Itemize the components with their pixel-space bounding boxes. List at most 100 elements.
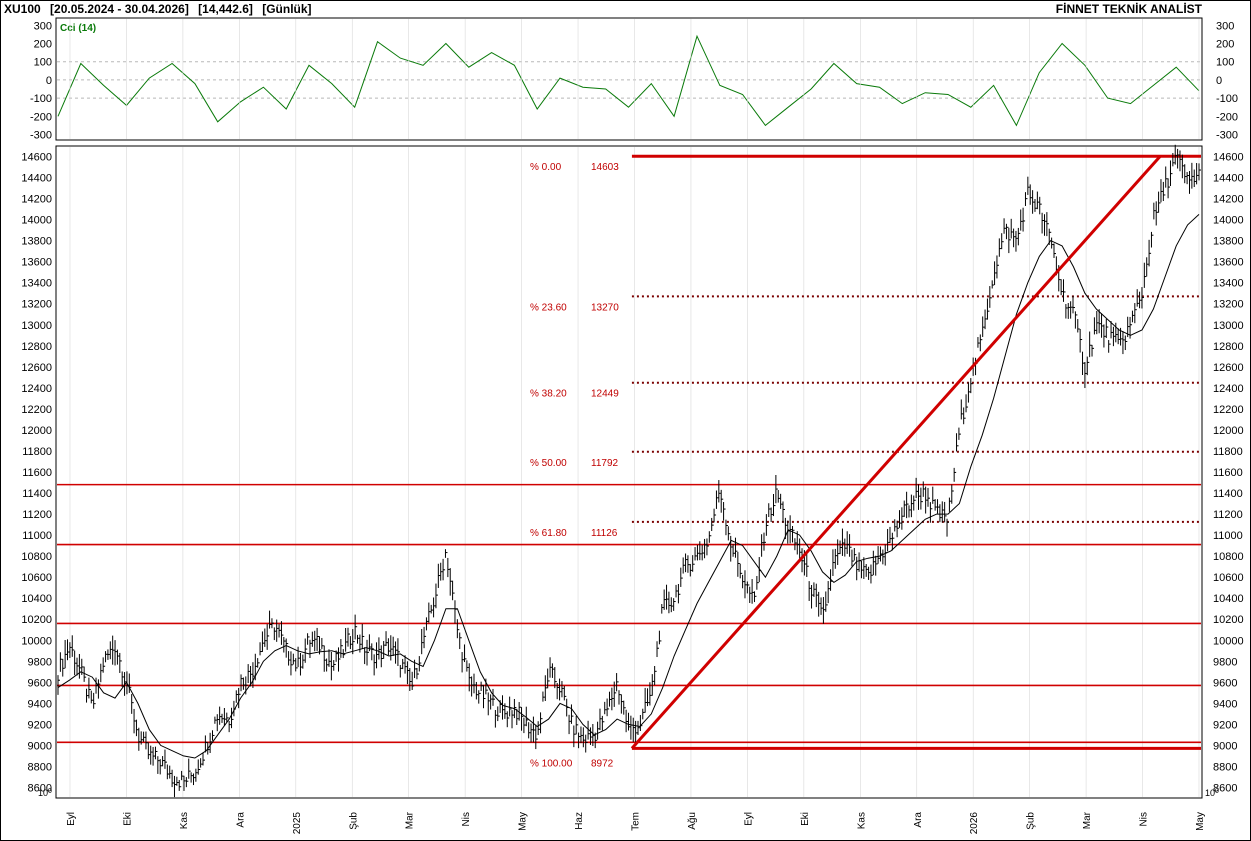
x-tick-label: Eyl (66, 812, 77, 826)
price-tick-left: 9800 (28, 656, 52, 668)
price-tick-right: 10200 (1213, 614, 1244, 626)
price-tick-right: 10400 (1213, 593, 1244, 605)
price-tick-right: 14600 (1213, 152, 1244, 164)
price-tick-right: 9000 (1213, 740, 1237, 752)
cci-tick-right: 0 (1216, 75, 1222, 87)
x-tick-label: Nis (1139, 812, 1150, 826)
price-tick-right: 8600 (1213, 782, 1237, 794)
price-tick-right: 9800 (1213, 656, 1237, 668)
x-tick-label: Eki (122, 812, 133, 826)
price-tick-right: 11200 (1213, 509, 1243, 521)
fib-value-label: 11792 (591, 458, 619, 469)
price-tick-left: 8600 (28, 782, 52, 794)
x-tick-label: Kas (179, 812, 190, 829)
fib-value-label: 14603 (591, 162, 619, 173)
chart-title: XU100 [20.05.2024 - 30.04.2026] [14,442.… (4, 2, 312, 16)
x-tick-label: Ağu (687, 812, 698, 830)
price-tick-right: 13200 (1213, 299, 1244, 311)
price-tick-right: 14200 (1213, 194, 1244, 206)
price-tick-left: 11000 (22, 530, 52, 542)
cci-tick-right: -100 (1216, 93, 1238, 105)
price-tick-right: 9400 (1213, 698, 1237, 710)
price-tick-left: 13400 (21, 278, 52, 290)
cci-axis: 300 300 200 200 100 100 0 0 -100 -100 -200 -200 -300… (30, 20, 1238, 141)
fib-pct-label: % 23.60 (530, 302, 567, 313)
price-tick-left: 9200 (28, 719, 52, 731)
price-tick-right: 13600 (1213, 257, 1244, 269)
price-tick-left: 14400 (21, 173, 52, 185)
price-tick-left: 11800 (22, 446, 52, 458)
price-tick-left: 12400 (21, 383, 52, 395)
fib-value-label: 11126 (591, 528, 618, 539)
price-tick-left: 13000 (21, 320, 52, 332)
price-tick-right: 10600 (1213, 572, 1244, 584)
fib-value-label: 12449 (591, 389, 619, 400)
price-tick-right: 11000 (1213, 530, 1243, 542)
price-tick-right: 8800 (1213, 761, 1237, 773)
price-tick-left: 13800 (21, 236, 52, 248)
cci-label: Cci (14) (60, 23, 96, 34)
price-panel (55, 145, 1203, 799)
x-tick-label: Nis (461, 812, 472, 826)
cci-guides (57, 61, 1201, 99)
price-tick-left: 10600 (21, 572, 52, 584)
price-tick-left: 10400 (21, 593, 52, 605)
price-tick-right: 12600 (1213, 362, 1244, 374)
fib-pct-label: % 38.20 (530, 389, 567, 400)
cci-tick-left: 200 (34, 38, 52, 50)
x-tick-label: Eki (800, 812, 811, 826)
fibonacci-levels: % 0.00 14603 % 23.60 13270 % 38.20 12449 % 50.… (530, 162, 1201, 769)
x-tick-label: Eyl (743, 812, 754, 826)
fib-pct-label: % 50.00 (530, 458, 567, 469)
price-tick-right: 12200 (1213, 404, 1244, 416)
x-tick-label: Mar (405, 811, 416, 829)
price-tick-left: 9400 (28, 698, 52, 710)
cci-tick-left: -200 (30, 111, 52, 123)
fib-value-label: 8972 (591, 758, 614, 769)
price-tick-left: 13200 (21, 299, 52, 311)
price-tick-right: 13000 (1213, 320, 1244, 332)
x-tick-label: Ara (913, 812, 924, 828)
cci-tick-left: -100 (30, 93, 52, 105)
x-tick-label: Mar (1082, 811, 1093, 829)
price-tick-left: 12600 (21, 362, 52, 374)
x-axis-labels: Eyl Eki Kas Ara 2025 Şub Mar Nis May Haz Tem Ağu Eyl… (66, 811, 1206, 834)
price-tick-left: 11600 (22, 467, 52, 479)
price-tick-left: 9000 (28, 740, 52, 752)
price-tick-left: 10200 (21, 614, 52, 626)
price-tick-right: 12800 (1213, 341, 1244, 353)
price-tick-right: 13400 (1213, 278, 1244, 290)
price-axis: 14600 14600 14400 14400 14200 14200 14000 14000… (21, 152, 1243, 795)
cci-tick-right: -200 (1216, 111, 1238, 123)
month-gridlines (69, 19, 1200, 797)
price-tick-right: 14400 (1213, 173, 1244, 185)
cci-tick-right: 200 (1216, 38, 1234, 50)
price-tick-left: 12000 (21, 425, 52, 437)
price-tick-left: 13600 (21, 257, 52, 269)
fib-pct-label: % 100.00 (530, 758, 573, 769)
cci-tick-right: -300 (1216, 130, 1238, 142)
price-tick-left: 10000 (21, 635, 52, 647)
exponent-label-left: 100 (38, 788, 52, 798)
price-tick-right: 13800 (1213, 236, 1244, 248)
cci-tick-left: 100 (34, 57, 52, 69)
fib-pct-label: % 61.80 (530, 528, 567, 539)
price-tick-right: 12000 (1213, 425, 1244, 437)
cci-tick-left: 300 (34, 20, 52, 32)
price-tick-left: 8800 (28, 761, 52, 773)
price-tick-right: 11400 (1213, 488, 1243, 500)
price-tick-left: 12200 (21, 404, 52, 416)
price-tick-left: 14000 (21, 215, 52, 227)
price-tick-left: 14200 (21, 194, 52, 206)
price-bars (57, 144, 1201, 798)
trend-line (630, 155, 1162, 750)
price-tick-left: 10800 (21, 551, 52, 563)
cci-series-line (57, 34, 1200, 127)
cci-tick-right: 100 (1216, 57, 1234, 69)
price-tick-right: 10800 (1213, 551, 1244, 563)
x-tick-label: 2026 (969, 812, 980, 835)
x-tick-label: Ara (235, 812, 246, 828)
x-tick-label: May (1195, 812, 1206, 831)
cci-tick-right: 300 (1216, 20, 1234, 32)
